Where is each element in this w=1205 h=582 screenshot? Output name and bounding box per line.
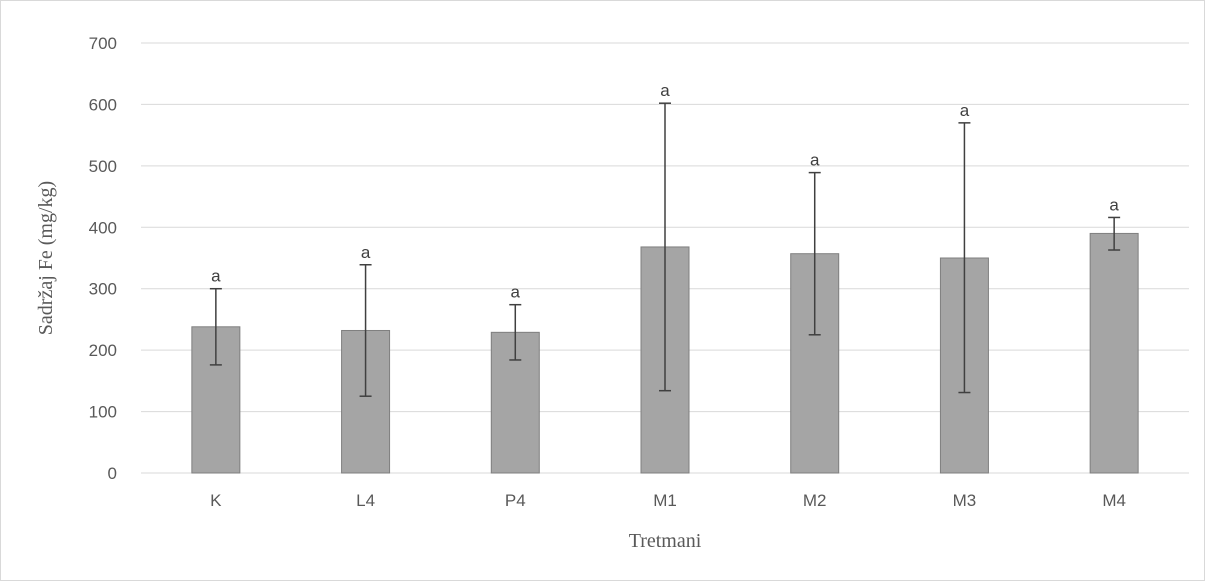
y-tick-label: 500 [89, 157, 117, 176]
x-tick-label: M2 [803, 491, 827, 510]
y-tick-label: 400 [89, 218, 117, 237]
x-axis-title: Tretmani [629, 530, 702, 552]
significance-label: a [660, 81, 670, 100]
y-tick-label: 200 [89, 341, 117, 360]
y-tick-label: 700 [89, 34, 117, 53]
x-tick-label: M4 [1102, 491, 1126, 510]
x-tick-label: L4 [356, 491, 375, 510]
significance-label: a [361, 243, 371, 262]
x-tick-label: M1 [653, 491, 677, 510]
y-tick-label: 0 [108, 464, 117, 483]
y-tick-label: 600 [89, 95, 117, 114]
y-axis-title: Sadržaj Fe (mg/kg) [35, 181, 57, 335]
significance-label: a [960, 101, 970, 120]
y-tick-label: 300 [89, 280, 117, 299]
significance-label: a [810, 151, 820, 170]
x-tick-label: K [210, 491, 222, 510]
significance-label: a [211, 267, 221, 286]
x-tick-label: M3 [953, 491, 977, 510]
x-tick-label: P4 [505, 491, 526, 510]
significance-label: a [511, 283, 521, 302]
y-tick-label: 100 [89, 403, 117, 422]
bar [1089, 232, 1139, 474]
error-bars [209, 102, 1121, 397]
significance-label: a [1109, 195, 1119, 214]
labels: 0 100 200 300 400 500 600 700 a Ka L4 a P4 a M1 a M2 a M3 a… [89, 34, 1126, 510]
